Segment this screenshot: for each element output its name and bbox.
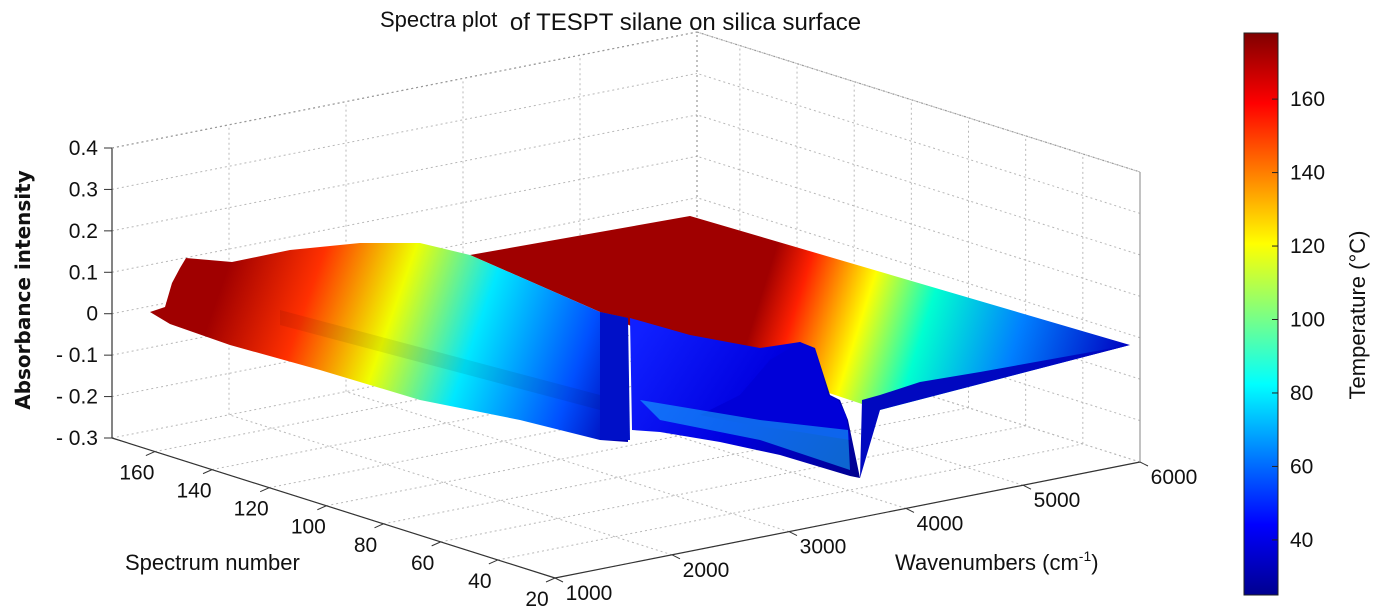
surface-left-region <box>150 243 628 442</box>
x-tick-label: 6000 <box>1151 466 1198 489</box>
y-tick-mark <box>145 451 156 457</box>
y-tick-label: 160 <box>119 462 154 485</box>
z-tick-label: 0.1 <box>69 261 98 284</box>
y-tick-label: 120 <box>234 498 269 521</box>
surface-cyan-band <box>640 400 850 470</box>
axis-box <box>111 31 1141 579</box>
chart-title-part1: Spectra plot <box>380 7 497 32</box>
x-axis-label-end: ) <box>1091 550 1098 575</box>
z-axis-ticks: 0.4 0.3 0.2 0.1 0 - 0.1 - 0.2 - 0.3 <box>56 137 112 450</box>
y-axis-ticks: 20 40 60 80 100 120 140 160 <box>119 451 556 611</box>
x-tick-label: 1000 <box>566 582 613 605</box>
surface-hump <box>700 342 850 440</box>
y-tick-label: 100 <box>291 516 326 539</box>
colorbar-ticks: 40 60 80 100 120 140 160 <box>1272 88 1325 552</box>
y-tick-mark <box>431 541 441 547</box>
x-axis-label: Wavenumbers (cm-1) <box>895 548 1099 575</box>
x-tick-mark <box>788 531 798 537</box>
colorbar-tick-label: 40 <box>1290 529 1313 552</box>
x-tick-label: 3000 <box>800 536 847 559</box>
x-tick-mark <box>671 554 681 560</box>
y-tick-mark <box>317 505 327 511</box>
colorbar-tick-label: 80 <box>1290 382 1313 405</box>
surface-left-ridge <box>280 310 600 410</box>
colorbar <box>1243 32 1279 596</box>
chart-title: Spectra plot of TESPT silane on silica s… <box>380 7 861 36</box>
colorbar-tick-label: 60 <box>1290 455 1313 478</box>
surface-back-plateau <box>470 216 1130 410</box>
x-tick-label: 4000 <box>917 512 964 535</box>
z-tick-label: 0.3 <box>69 178 98 201</box>
y-tick-label: 60 <box>411 552 434 575</box>
colorbar-tick-label: 140 <box>1290 162 1325 185</box>
x-axis-label-main: Wavenumbers (cm <box>895 550 1079 575</box>
colorbar-tick-label: 120 <box>1290 235 1325 258</box>
colorbar-tick-label: 100 <box>1290 309 1325 332</box>
z-tick-label: - 0.2 <box>56 386 98 409</box>
x-tick-label: 2000 <box>683 559 730 582</box>
y-tick-mark <box>545 577 556 583</box>
colorbar-tick-label: 160 <box>1290 88 1325 111</box>
surface-wall <box>600 312 630 440</box>
y-axis-label: Spectrum number <box>125 550 300 575</box>
z-tick-label: 0 <box>86 303 98 326</box>
z-tick-label: 0.4 <box>69 137 99 160</box>
x-tick-mark <box>1022 484 1032 490</box>
spectra-surface <box>150 216 1130 478</box>
colorbar-label: Temperature (°C) <box>1345 231 1370 400</box>
y-tick-label: 20 <box>525 588 548 611</box>
x-tick-mark <box>905 507 915 513</box>
z-tick-label: 0.2 <box>69 220 98 243</box>
y-tick-label: 140 <box>177 480 212 503</box>
y-tick-mark <box>488 559 499 565</box>
z-axis-label: Absorbance intensity <box>11 170 35 410</box>
y-tick-label: 40 <box>468 570 491 593</box>
y-tick-mark <box>202 469 213 475</box>
x-axis-label-sup: -1 <box>1079 548 1092 564</box>
surface-right-tail <box>860 345 1130 478</box>
x-tick-label: 5000 <box>1034 489 1081 512</box>
x-axis-ticks: 1000 2000 3000 4000 5000 6000 <box>554 461 1198 605</box>
y-tick-label: 80 <box>354 534 377 557</box>
z-tick-label: - 0.3 <box>56 427 98 450</box>
chart-title-part2: of TESPT silane on silica surface <box>510 9 861 36</box>
x-tick-mark <box>1139 461 1149 467</box>
y-tick-mark <box>374 523 384 529</box>
z-tick-label: - 0.1 <box>56 344 98 367</box>
y-tick-mark <box>259 487 270 493</box>
x-tick-mark <box>554 577 564 583</box>
